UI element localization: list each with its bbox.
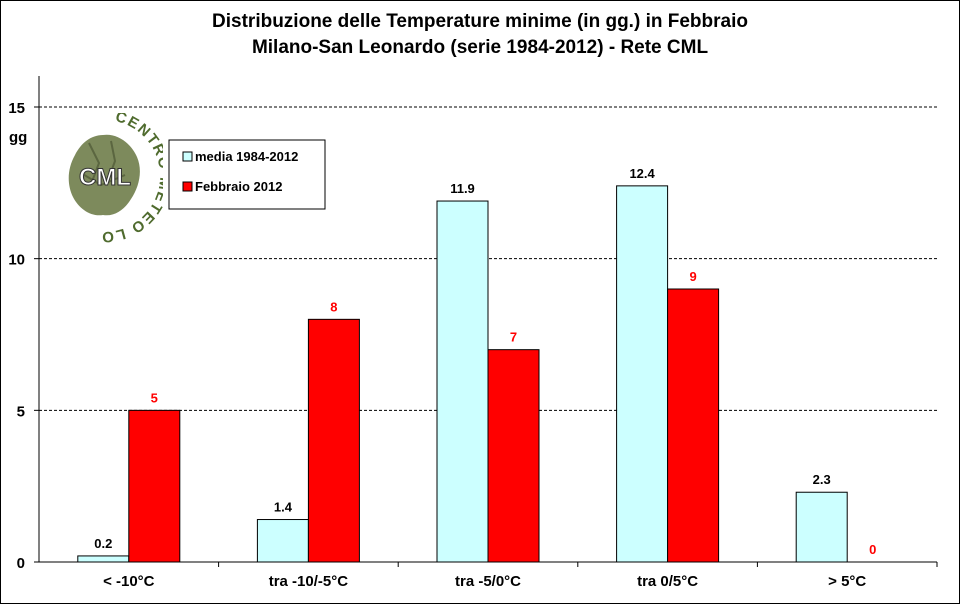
legend-swatch	[182, 151, 193, 162]
data-label: 11.9	[450, 181, 475, 196]
bar	[128, 409, 181, 563]
legend-label: Febbraio 2012	[195, 179, 282, 194]
bar	[256, 519, 309, 563]
bar	[487, 349, 540, 563]
data-label: 12.4	[629, 166, 655, 181]
chart-title-line1: Distribuzione delle Temperature minime (…	[212, 11, 748, 32]
chart-title-line2: Milano-San Leonardo (serie 1984-2012) - …	[251, 37, 709, 58]
legend-swatch	[182, 181, 193, 192]
data-label: 9	[689, 269, 696, 284]
data-label: 2.3	[813, 472, 831, 487]
x-tick-label: < -10°C	[103, 573, 155, 590]
y-axis-label: gg	[9, 129, 27, 146]
y-tick-label: 0	[17, 555, 25, 572]
data-label: 5	[151, 390, 158, 405]
bar	[795, 491, 848, 563]
bar	[616, 185, 669, 563]
legend-label: media 1984-2012	[195, 149, 298, 164]
data-label: 7	[510, 330, 517, 345]
data-label: 0	[869, 542, 876, 557]
x-tick-label: > 5°C	[828, 573, 866, 590]
y-tick-label: 5	[17, 403, 25, 420]
bar	[77, 555, 130, 563]
y-tick-label: 15	[8, 100, 25, 117]
y-tick-label: 10	[8, 252, 25, 269]
svg-text:CML: CML	[79, 164, 131, 191]
bar	[307, 318, 360, 563]
chart-title: Distribuzione delle Temperature minime (…	[1, 9, 959, 61]
x-tick-label: tra 0/5°C	[637, 573, 698, 590]
cml-logo: CML CENTRO METEO LOMBARDO	[45, 113, 163, 243]
x-tick-label: tra -10/-5°C	[269, 573, 349, 590]
bar	[667, 288, 720, 563]
bar	[436, 200, 489, 563]
data-label: 1.4	[274, 500, 293, 515]
data-label: 8	[330, 299, 337, 314]
legend-box	[168, 139, 326, 210]
x-tick-label: tra -5/0°C	[455, 573, 521, 590]
data-label: 0.2	[94, 536, 112, 551]
